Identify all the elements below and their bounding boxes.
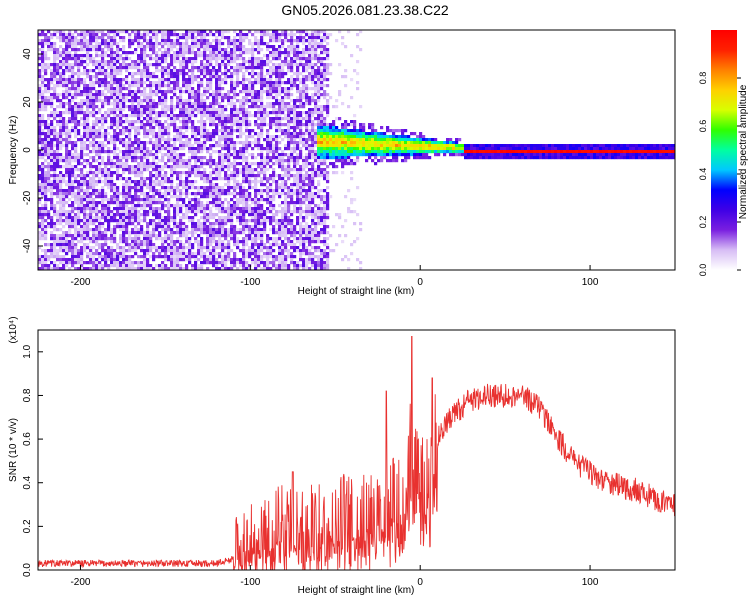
x-tick-label: -200 bbox=[70, 277, 90, 288]
x-tick-label: 0 bbox=[417, 277, 423, 288]
colorbar-tick-label: 0.0 bbox=[698, 264, 708, 277]
spectrogram-x-ticks: -200 -100 0 100 bbox=[70, 265, 599, 288]
colorbar-tick-label: 0.8 bbox=[698, 72, 708, 85]
y-tick-label: -20 bbox=[22, 190, 33, 205]
spectrogram-y-ticks: -40 -20 0 20 40 bbox=[22, 48, 43, 253]
y-tick-label: 0 bbox=[22, 147, 33, 153]
spectrogram-image bbox=[38, 30, 675, 270]
y-tick-label: 20 bbox=[22, 96, 33, 108]
y-tick-label: -40 bbox=[22, 238, 33, 253]
y-tick-label: 0.4 bbox=[22, 475, 33, 489]
y-tick-label: 1.0 bbox=[22, 344, 33, 358]
snr-y-label: SNR (10 * v/v) bbox=[8, 418, 19, 482]
snr-x-label: Height of straight line (km) bbox=[298, 585, 415, 596]
snr-y-ticks: 0.0 0.2 0.4 0.6 0.8 1.0 bbox=[22, 344, 43, 577]
x-tick-label: 100 bbox=[582, 277, 599, 288]
colorbar-ticks: 0.0 0.2 0.4 0.6 0.8 bbox=[698, 72, 741, 277]
snr-x-ticks: -200 -100 0 100 bbox=[70, 565, 599, 588]
y-tick-label: 0.8 bbox=[22, 388, 33, 402]
colorbar: 0.0 0.2 0.4 0.6 0.8 Normalized spectral ampl… bbox=[698, 30, 749, 276]
snr-panel: -200 -100 0 100 0.0 0.2 0.4 0.6 0.8 1.0 Height o… bbox=[8, 316, 676, 596]
snr-frame bbox=[37, 329, 676, 571]
x-tick-label: -200 bbox=[70, 577, 90, 588]
x-tick-label: 0 bbox=[417, 577, 423, 588]
x-tick-label: -100 bbox=[240, 277, 260, 288]
y-tick-label: 40 bbox=[22, 48, 33, 60]
x-tick-label: -100 bbox=[240, 577, 260, 588]
snr-series-line bbox=[38, 336, 675, 570]
colorbar-tick-label: 0.4 bbox=[698, 168, 708, 181]
y-tick-label: 0.6 bbox=[22, 432, 33, 446]
colorbar-label: Normalized spectral amplitude bbox=[738, 84, 749, 219]
snr-y-multiplier: (x10⁴) bbox=[8, 316, 19, 343]
colorbar-tick-label: 0.6 bbox=[698, 120, 708, 133]
y-tick-label: 0.2 bbox=[22, 519, 33, 533]
x-tick-label: 100 bbox=[582, 577, 599, 588]
spectrogram-y-label: Frequency (Hz) bbox=[8, 116, 19, 185]
colorbar-tick-label: 0.2 bbox=[698, 216, 708, 229]
spectrogram-x-label: Height of straight line (km) bbox=[298, 286, 415, 297]
y-tick-label: 0.0 bbox=[22, 563, 33, 577]
colorbar-gradient bbox=[711, 30, 737, 270]
figure-title: GN05.2026.081.23.38.C22 bbox=[281, 2, 449, 18]
